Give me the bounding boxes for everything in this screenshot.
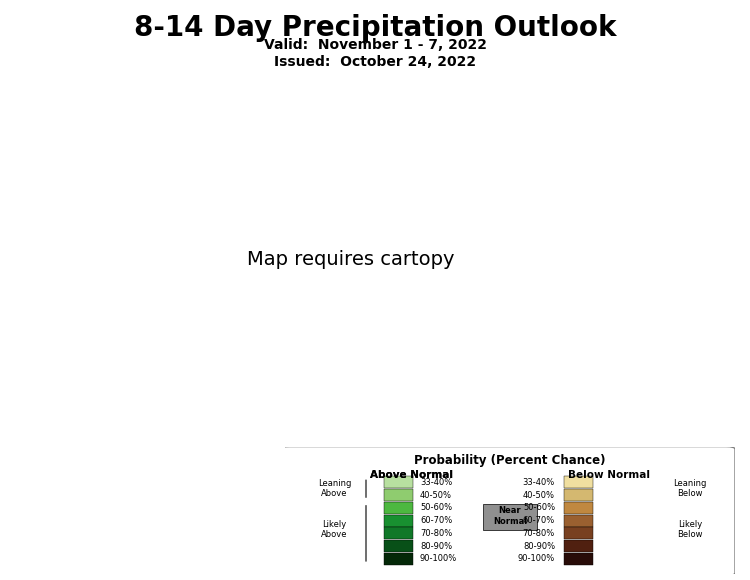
Text: 50-60%: 50-60% <box>420 503 452 512</box>
Text: Map requires cartopy: Map requires cartopy <box>247 249 454 269</box>
Bar <box>564 527 593 539</box>
Text: 60-70%: 60-70% <box>523 516 555 525</box>
Bar <box>384 476 413 488</box>
Bar <box>564 476 593 488</box>
Bar <box>483 504 537 530</box>
Text: 40-50%: 40-50% <box>523 491 555 499</box>
Bar <box>384 540 413 552</box>
Text: 40-50%: 40-50% <box>420 491 452 499</box>
Text: Likely
Above: Likely Above <box>321 520 348 539</box>
FancyBboxPatch shape <box>280 447 735 575</box>
Bar <box>384 514 413 527</box>
Bar <box>564 514 593 527</box>
Text: 33-40%: 33-40% <box>420 478 452 487</box>
Text: 80-90%: 80-90% <box>420 542 452 550</box>
Bar <box>564 489 593 501</box>
Bar <box>564 540 593 552</box>
Text: 50-60%: 50-60% <box>523 503 555 512</box>
Bar <box>384 489 413 501</box>
Text: 80-90%: 80-90% <box>523 542 555 550</box>
Text: Leaning
Above: Leaning Above <box>318 479 351 498</box>
Text: 70-80%: 70-80% <box>420 529 452 538</box>
Text: Issued:  October 24, 2022: Issued: October 24, 2022 <box>274 55 476 69</box>
Bar <box>384 553 413 565</box>
Text: Leaning
Below: Leaning Below <box>674 479 706 498</box>
Text: 8-14 Day Precipitation Outlook: 8-14 Day Precipitation Outlook <box>134 14 616 42</box>
Text: 90-100%: 90-100% <box>518 554 555 563</box>
Text: 60-70%: 60-70% <box>420 516 452 525</box>
Text: Probability (Percent Chance): Probability (Percent Chance) <box>414 454 606 467</box>
Text: Near
Normal: Near Normal <box>493 506 527 526</box>
Text: 70-80%: 70-80% <box>523 529 555 538</box>
Text: Valid:  November 1 - 7, 2022: Valid: November 1 - 7, 2022 <box>263 38 487 52</box>
Text: 33-40%: 33-40% <box>523 478 555 487</box>
Bar <box>564 553 593 565</box>
Text: 90-100%: 90-100% <box>420 554 458 563</box>
Text: Likely
Below: Likely Below <box>677 520 703 539</box>
Bar <box>564 502 593 514</box>
Text: Above Normal: Above Normal <box>370 470 452 480</box>
Bar <box>384 502 413 514</box>
Text: Below Normal: Below Normal <box>568 470 650 480</box>
Bar <box>384 527 413 539</box>
Text: Above Normal: Above Normal <box>370 470 452 480</box>
